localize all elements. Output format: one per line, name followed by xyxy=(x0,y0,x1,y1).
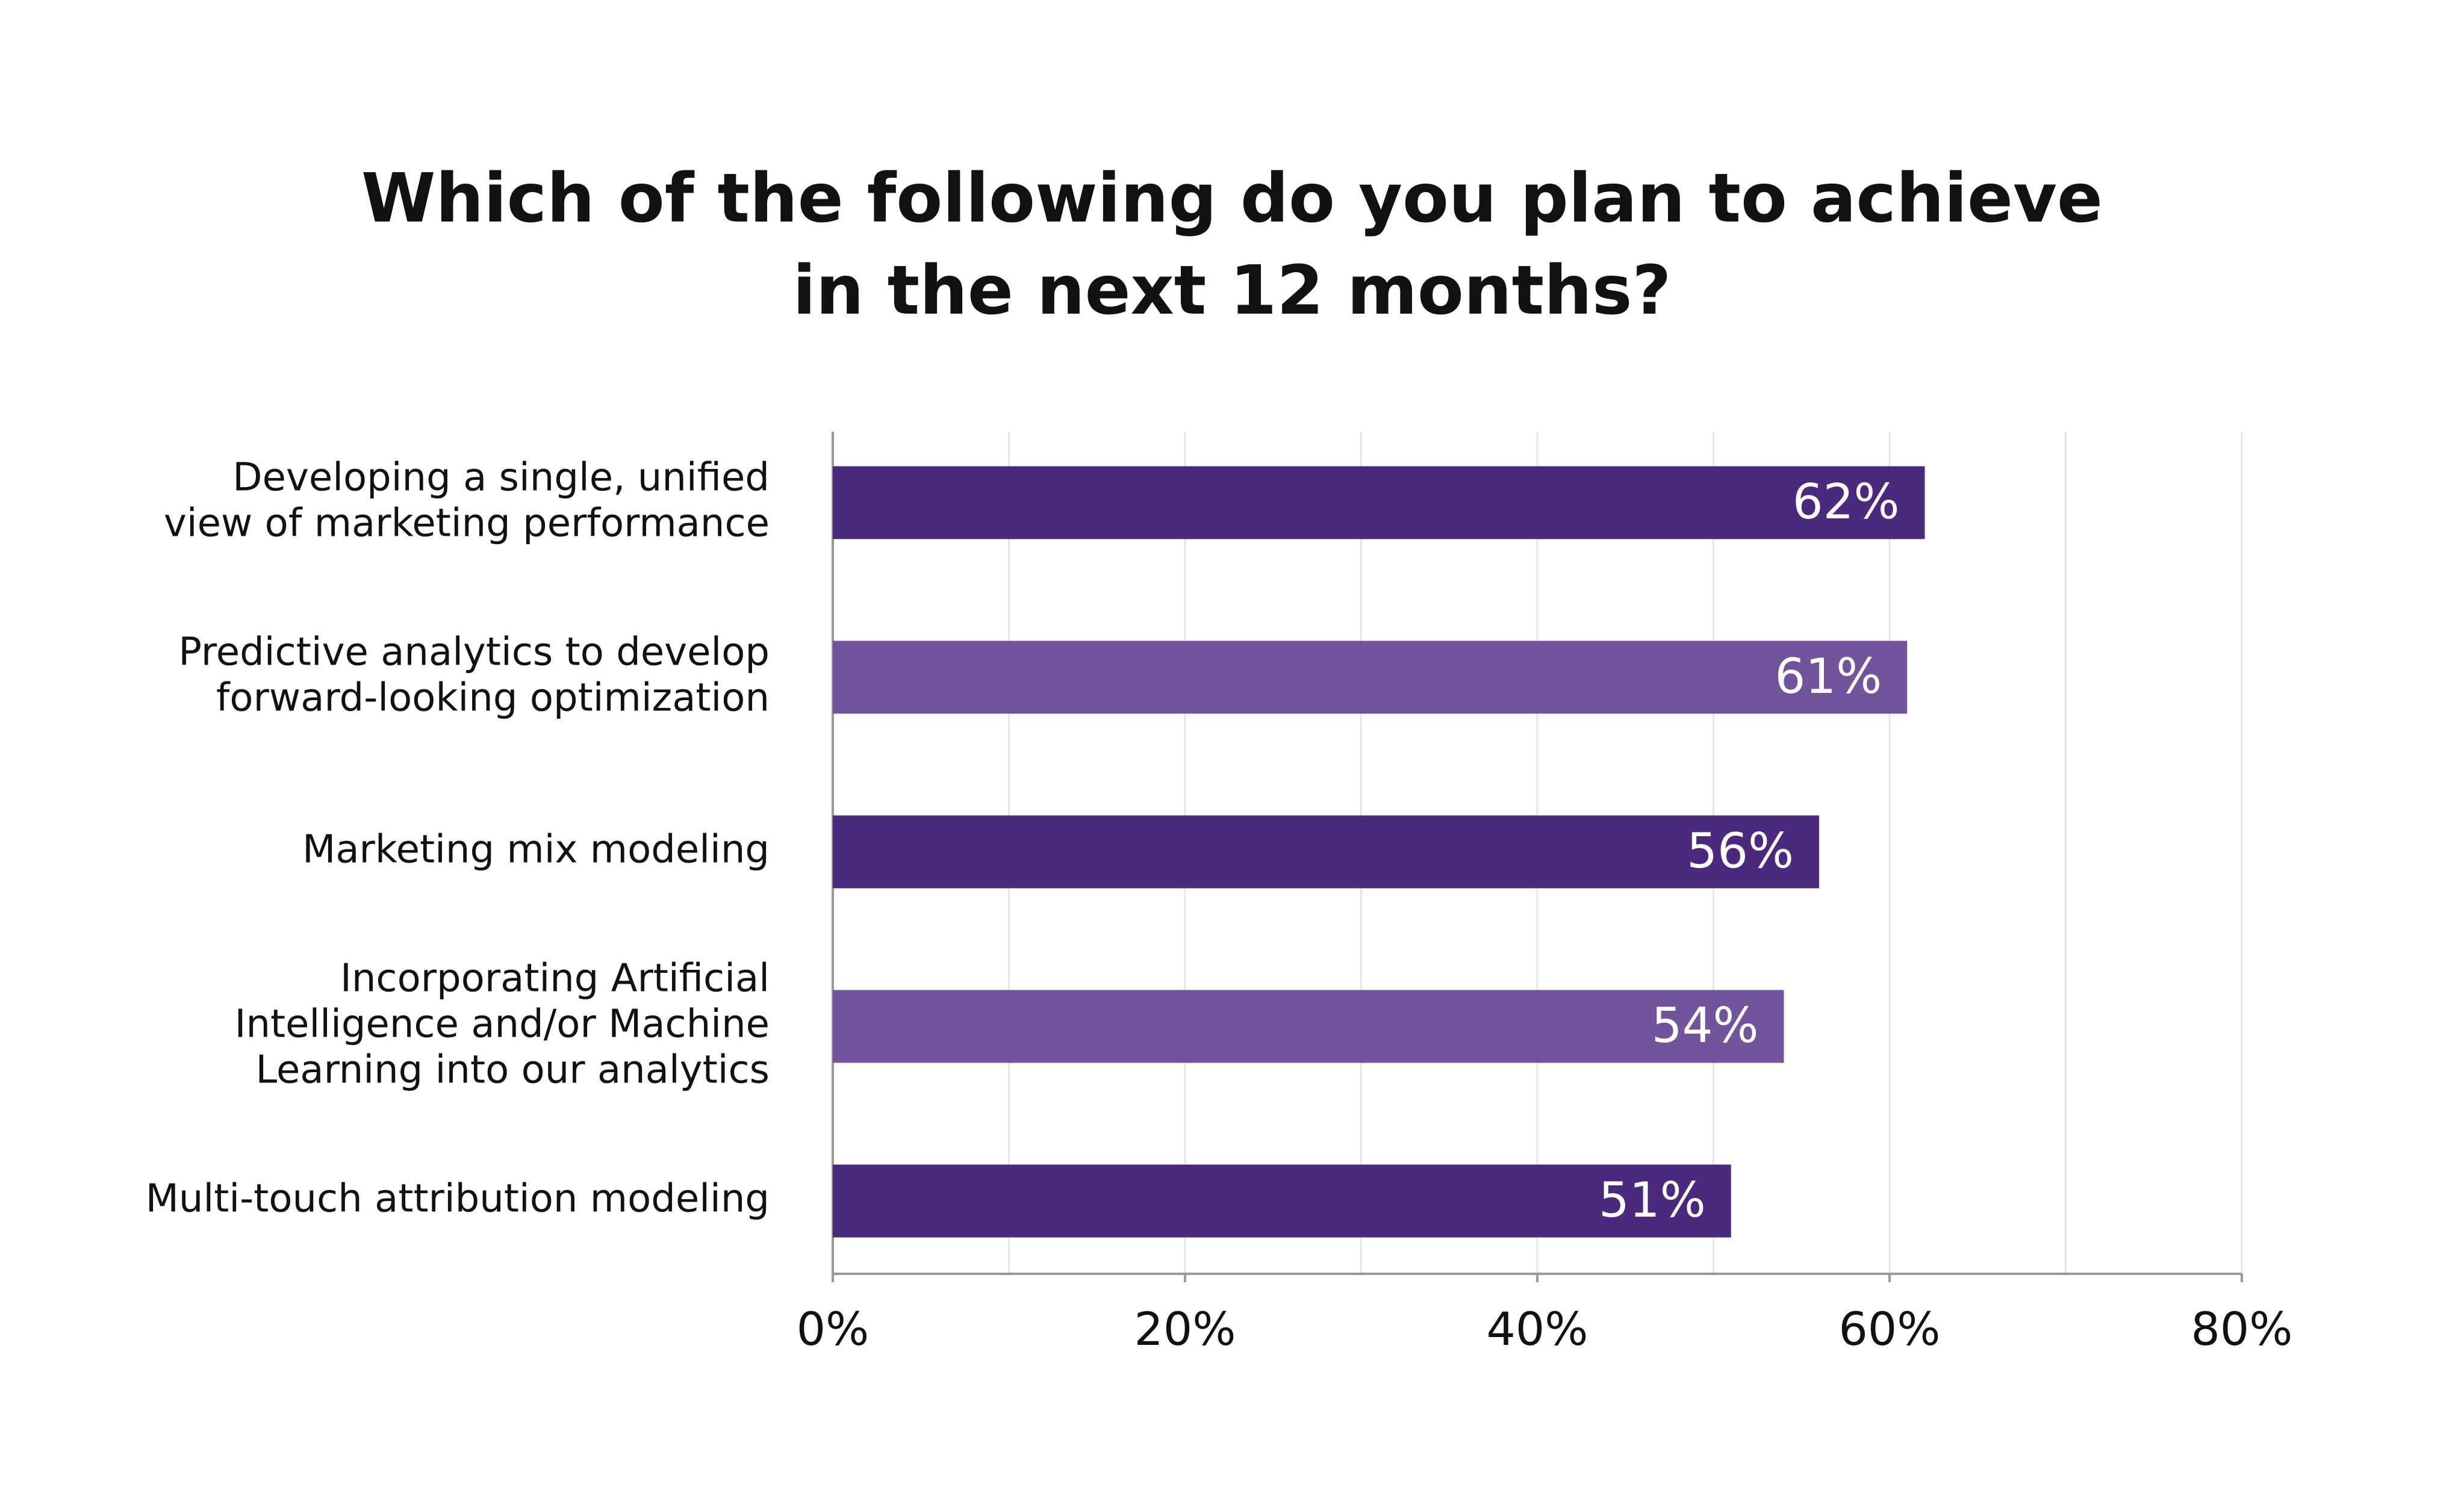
bar xyxy=(833,990,1784,1063)
value-label: 62% xyxy=(1793,474,1900,530)
chart-title: Which of the following do you plan to ac… xyxy=(361,160,2103,238)
value-label: 56% xyxy=(1687,823,1794,879)
x-tick-label: 20% xyxy=(1134,1302,1236,1356)
chart-title: in the next 12 months? xyxy=(793,252,1672,330)
bar xyxy=(833,466,1925,539)
bar xyxy=(833,641,1908,714)
category-label: Multi-touch attribution modeling xyxy=(146,1177,770,1221)
value-label: 54% xyxy=(1652,998,1759,1054)
category-label: Learning into our analytics xyxy=(255,1048,770,1093)
category-label: Incorporating Artificial xyxy=(340,957,770,1001)
x-tick-label: 80% xyxy=(2191,1302,2293,1356)
category-label: view of marketing performance xyxy=(164,501,770,546)
value-label: 51% xyxy=(1599,1172,1706,1228)
category-label: Developing a single, unified xyxy=(232,456,770,500)
category-label: Predictive analytics to develop xyxy=(178,630,770,675)
bar xyxy=(833,815,1819,889)
category-label: Marketing mix modeling xyxy=(302,828,770,872)
bar xyxy=(833,1164,1731,1238)
value-label: 61% xyxy=(1775,648,1882,704)
category-label: Intelligence and/or Machine xyxy=(235,1002,770,1047)
x-tick-label: 0% xyxy=(797,1302,870,1356)
x-tick-label: 40% xyxy=(1487,1302,1588,1356)
category-label: forward-looking optimization xyxy=(216,676,770,721)
x-tick-label: 60% xyxy=(1839,1302,1941,1356)
